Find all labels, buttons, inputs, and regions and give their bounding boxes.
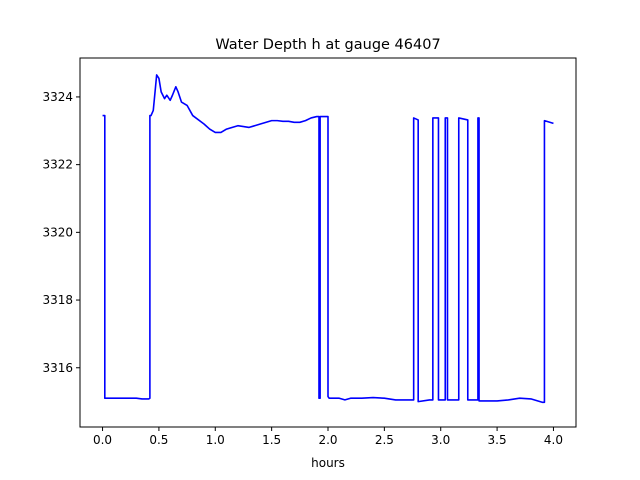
x-tick-label: 3.0: [431, 433, 450, 447]
x-tick-label: 4.0: [544, 433, 563, 447]
x-tick-label: 0.5: [149, 433, 168, 447]
series-line-0: [102, 74, 554, 404]
y-tick-label: 3324: [42, 90, 73, 104]
x-tick-label: 2.5: [375, 433, 394, 447]
y-tick-label: 3320: [42, 225, 73, 239]
x-tick-label: 1.5: [262, 433, 281, 447]
y-tick-label: 3316: [42, 361, 73, 375]
y-axis: 3316 3318 3320 3322 3324: [42, 90, 80, 375]
x-tick-label: 0.0: [93, 433, 112, 447]
y-tick-label: 3322: [42, 158, 73, 172]
y-tick-label: 3318: [42, 293, 73, 307]
x-axis: 0.0 0.5 1.0 1.5 2.0 2.5 3.0 3.5 4.0: [93, 427, 563, 447]
x-tick-label: 1.0: [206, 433, 225, 447]
x-axis-label: hours: [311, 456, 345, 470]
x-tick-label: 2.0: [318, 433, 337, 447]
x-tick-label: 3.5: [488, 433, 507, 447]
chart-title: Water Depth h at gauge 46407: [215, 37, 440, 53]
